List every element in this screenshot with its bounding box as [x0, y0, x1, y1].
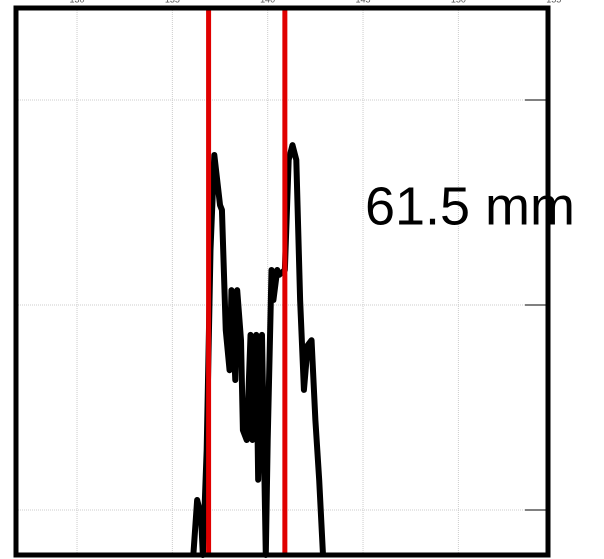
x-tick-label: 155 [546, 0, 561, 4]
grid [16, 10, 548, 555]
x-tick-label: 145 [356, 0, 371, 4]
annotation: 61.5 mm [365, 176, 575, 236]
x-tick-label: 130 [70, 0, 85, 4]
x-tick-label: 135 [165, 0, 180, 4]
x-tick-label: 140 [260, 0, 275, 4]
x-tick-label: 150 [451, 0, 466, 4]
plot [190, 8, 326, 558]
data-line [190, 142, 326, 558]
frame [13, 5, 551, 558]
